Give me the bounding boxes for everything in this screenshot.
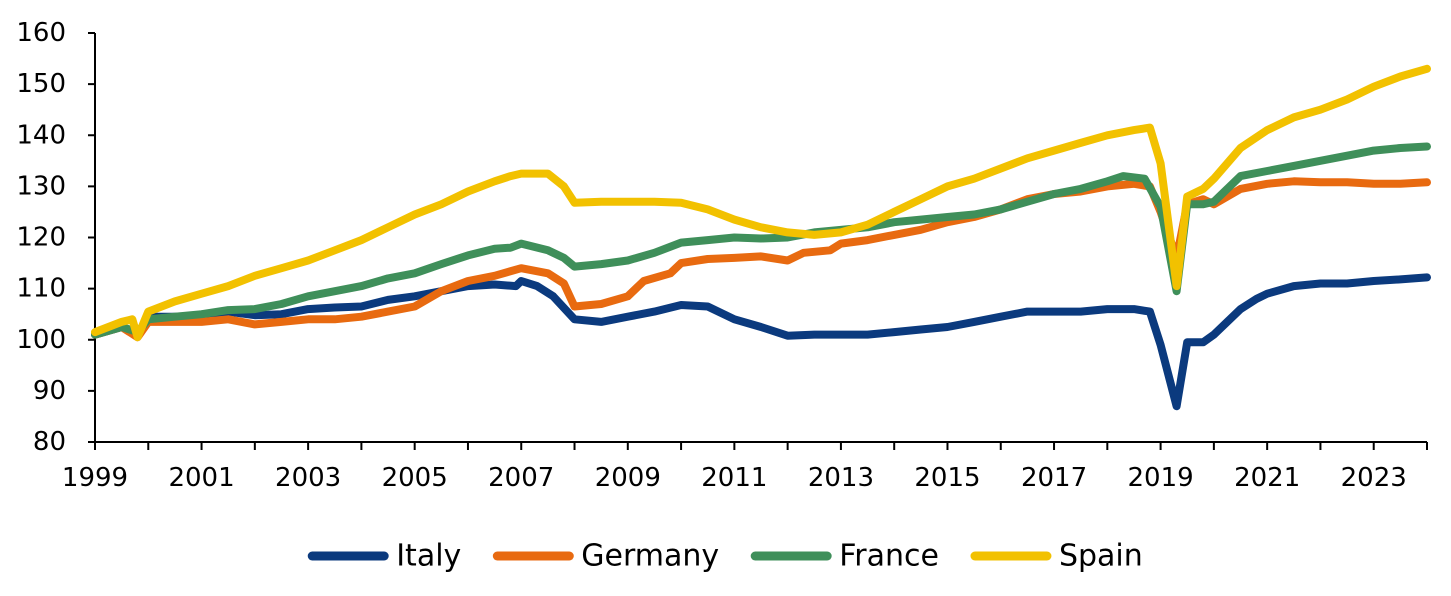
x-tick-label: 2005 [382, 463, 448, 493]
y-tick-label: 120 [16, 223, 66, 253]
x-tick-label: 2013 [808, 463, 874, 493]
y-tick-label: 130 [16, 171, 66, 201]
x-tick-label: 2015 [914, 463, 980, 493]
y-tick-label: 110 [16, 274, 66, 304]
legend-label-spain: Spain [1059, 539, 1143, 574]
x-tick-label: 2003 [275, 463, 341, 493]
x-tick-label: 1999 [62, 463, 128, 493]
legend-label-germany: Germany [581, 539, 719, 574]
legend-item-spain: Spain [970, 539, 1143, 574]
y-tick-label: 150 [16, 69, 66, 99]
series-line-italy [91, 273, 1431, 411]
x-tick-label: 2021 [1234, 463, 1300, 493]
y-tick-label: 90 [33, 376, 66, 406]
x-tick-label: 2011 [701, 463, 767, 493]
series-line-spain [91, 64, 1431, 342]
x-tick-label: 2007 [488, 463, 554, 493]
legend-item-germany: Germany [492, 539, 719, 574]
x-tick-label: 2017 [1021, 463, 1087, 493]
y-axis: 80 90 100 110 120 130 140 150 160 [16, 18, 96, 457]
series-line-france [91, 142, 1431, 339]
legend-item-italy: Italy [307, 539, 461, 574]
x-tick-label: 2001 [168, 463, 234, 493]
x-axis: 1999 2001 2003 2005 2007 2009 2011 2013 2015 2017… [62, 441, 1428, 493]
legend-label-italy: Italy [396, 539, 461, 574]
y-tick-label: 140 [16, 120, 66, 150]
legend: Italy Germany France Spain [307, 539, 1143, 574]
y-tick-label: 100 [16, 325, 66, 355]
y-tick-label: 160 [16, 18, 66, 48]
x-tick-label: 2019 [1128, 463, 1194, 493]
y-tick-label: 80 [33, 427, 66, 457]
legend-label-france: France [839, 539, 939, 574]
x-tick-label: 2023 [1341, 463, 1407, 493]
series-layer [91, 64, 1431, 411]
legend-item-france: France [750, 539, 939, 574]
x-tick-label: 2009 [595, 463, 661, 493]
